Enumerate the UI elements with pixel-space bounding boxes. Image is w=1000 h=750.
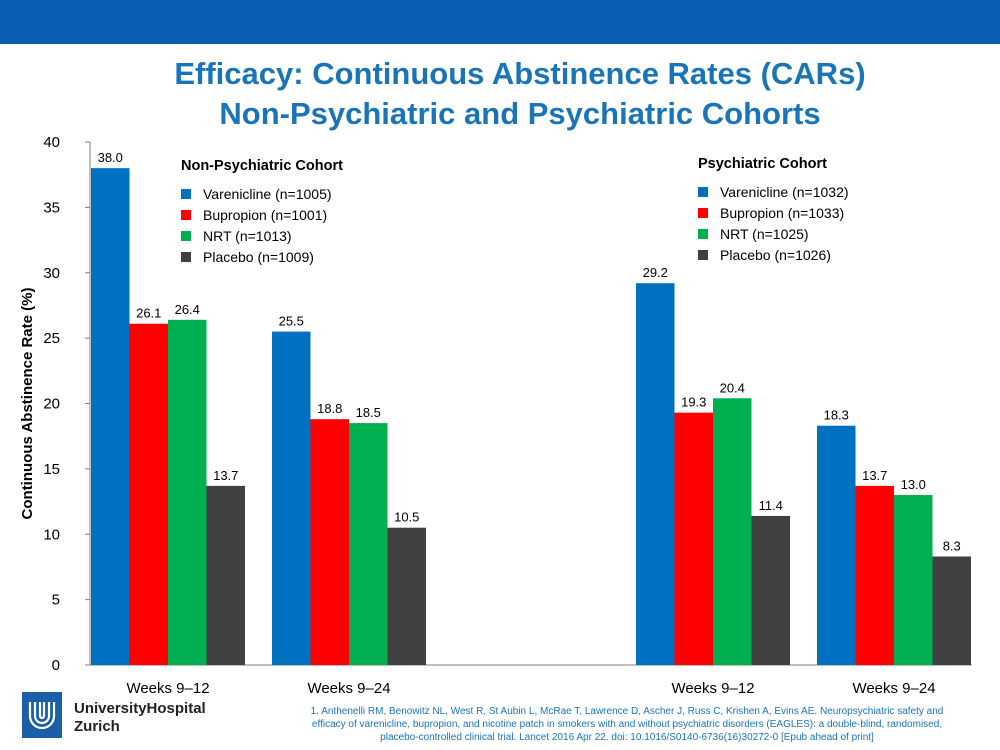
data-label: 8.3 bbox=[943, 538, 961, 553]
y-axis-title: Continuous Abstinence Rate (%) bbox=[19, 288, 36, 520]
legend-swatch bbox=[181, 251, 191, 262]
bar-placebo bbox=[206, 485, 245, 665]
footnote-line: efficacy of varenicline, bupropion, and … bbox=[311, 719, 943, 730]
bar-varenicline bbox=[636, 283, 675, 665]
legend-item: Placebo (n=1026) bbox=[698, 244, 849, 265]
university-hospital-logo bbox=[22, 692, 62, 738]
legend-swatch bbox=[698, 228, 708, 239]
bar-bupropion bbox=[310, 419, 349, 665]
header-bar bbox=[0, 0, 1000, 44]
legend-label: Bupropion (n=1033) bbox=[720, 204, 845, 221]
data-label: 11.4 bbox=[759, 498, 783, 513]
legend-swatch bbox=[181, 188, 191, 199]
logo-text: UniversityHospital Zurich bbox=[74, 700, 206, 736]
legend-swatch bbox=[181, 230, 191, 241]
data-label: 38.0 bbox=[98, 150, 123, 165]
legend-psychiatric: Psychiatric Cohort Varenicline (n=1032) … bbox=[698, 156, 849, 265]
x-tick-label: Weeks 9–12 bbox=[126, 680, 209, 697]
bar-varenicline bbox=[91, 168, 130, 665]
bar-varenicline bbox=[272, 331, 311, 665]
bar-bupropion bbox=[674, 412, 713, 665]
data-label: 18.3 bbox=[824, 408, 849, 423]
y-tick-label: 10 bbox=[43, 526, 60, 543]
legend-label: Varenicline (n=1032) bbox=[720, 183, 849, 200]
x-tick-label: Weeks 9–12 bbox=[671, 680, 754, 697]
y-tick-label: 20 bbox=[43, 396, 60, 413]
data-label: 29.2 bbox=[643, 265, 668, 280]
y-tick-label: 35 bbox=[43, 199, 60, 216]
legend-swatch bbox=[698, 207, 708, 218]
bar-bupropion bbox=[855, 485, 894, 665]
reference-footnote: 1. Anthenelli RM, Benowitz NL, West R, S… bbox=[262, 705, 992, 744]
legend-label: NRT (n=1025) bbox=[720, 225, 809, 242]
y-tick-label: 40 bbox=[43, 134, 60, 151]
bar-nrt bbox=[713, 398, 752, 665]
legend-title: Non-Psychiatric Cohort bbox=[181, 158, 343, 174]
data-label: 20.4 bbox=[720, 380, 745, 395]
legend-title: Psychiatric Cohort bbox=[698, 156, 827, 172]
data-label: 10.5 bbox=[394, 510, 419, 525]
data-label: 18.5 bbox=[356, 405, 381, 420]
data-label: 26.1 bbox=[136, 306, 161, 321]
slide-title: Efficacy: Continuous Abstinence Rates (C… bbox=[174, 56, 866, 91]
data-label: 13.7 bbox=[213, 468, 238, 483]
footnote-line: placebo-controlled clinical trial. Lance… bbox=[380, 732, 874, 743]
legend-item: Varenicline (n=1032) bbox=[698, 181, 849, 202]
data-label: 13.0 bbox=[901, 477, 926, 492]
legend-label: Placebo (n=1009) bbox=[203, 248, 314, 265]
bar-nrt bbox=[894, 495, 933, 665]
legend-label: Varenicline (n=1005) bbox=[203, 185, 332, 202]
legend-item: NRT (n=1025) bbox=[698, 223, 849, 244]
y-tick-label: 0 bbox=[52, 657, 60, 674]
logo-line1: UniversityHospital bbox=[74, 700, 206, 717]
y-tick-label: 30 bbox=[43, 265, 60, 282]
legend-swatch bbox=[698, 249, 708, 260]
logo-line2: Zurich bbox=[74, 718, 120, 735]
legend-item: Bupropion (n=1033) bbox=[698, 202, 849, 223]
legend-label: Placebo (n=1026) bbox=[720, 246, 831, 263]
slide-subtitle: Non-Psychiatric and Psychiatric Cohorts bbox=[219, 96, 821, 131]
legend-item: Bupropion (n=1001) bbox=[181, 204, 343, 225]
legend-label: NRT (n=1013) bbox=[203, 227, 292, 244]
bar-nrt bbox=[168, 319, 207, 665]
y-tick-label: 15 bbox=[43, 461, 60, 478]
data-label: 18.8 bbox=[317, 401, 342, 416]
legend-item: Varenicline (n=1005) bbox=[181, 183, 343, 204]
bar-placebo bbox=[387, 527, 426, 665]
y-tick-label: 25 bbox=[43, 330, 60, 347]
bar-placebo bbox=[751, 515, 790, 665]
y-tick-label: 5 bbox=[52, 592, 60, 609]
legend-item: NRT (n=1013) bbox=[181, 225, 343, 246]
bar-varenicline bbox=[817, 425, 856, 665]
data-label: 25.5 bbox=[279, 314, 304, 329]
data-label: 26.4 bbox=[175, 302, 200, 317]
bar-placebo bbox=[932, 556, 971, 665]
footnote-line: 1. Anthenelli RM, Benowitz NL, West R, S… bbox=[310, 706, 944, 717]
legend-label: Bupropion (n=1001) bbox=[203, 206, 328, 223]
data-label: 13.7 bbox=[862, 468, 887, 483]
bar-chart: 0 5 10 15 20 25 30 35 40 Continuous Abstinence Ra… bbox=[19, 134, 972, 697]
legend-swatch bbox=[698, 186, 708, 197]
x-tick-label: Weeks 9–24 bbox=[307, 680, 390, 697]
data-label: 19.3 bbox=[681, 395, 706, 410]
legend-non-psychiatric: Non-Psychiatric Cohort Varenicline (n=10… bbox=[181, 158, 343, 267]
bar-nrt bbox=[349, 423, 388, 665]
bar-bupropion bbox=[129, 323, 168, 665]
legend-item: Placebo (n=1009) bbox=[181, 246, 343, 267]
legend-swatch bbox=[181, 209, 191, 220]
x-tick-label: Weeks 9–24 bbox=[852, 680, 935, 697]
